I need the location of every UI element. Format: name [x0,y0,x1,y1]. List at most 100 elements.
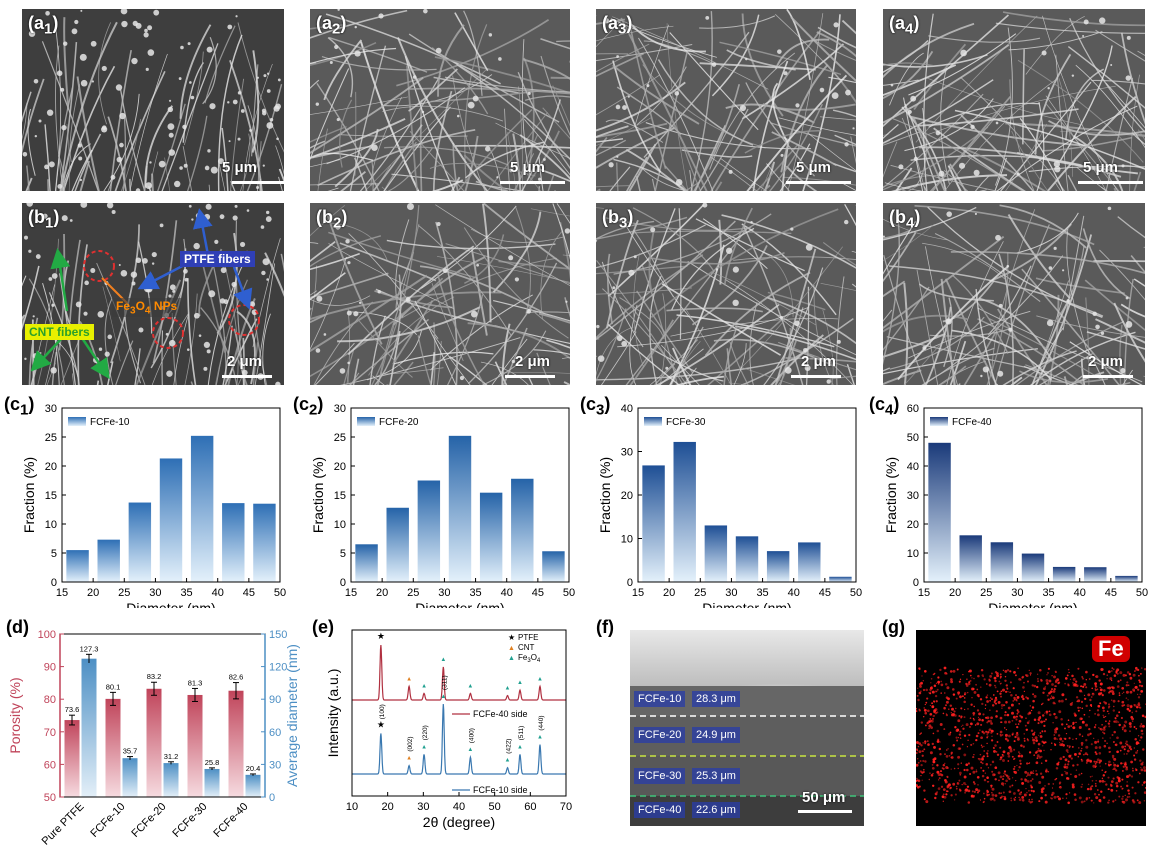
panel-label-f: (f) [596,617,614,637]
hist-bar [542,551,565,582]
scale-bar-a4 [1078,181,1143,184]
legend-swatch [930,417,948,426]
scale-bar-b4 [1083,375,1133,378]
hist-bar [1084,567,1107,582]
peak-marker: ▲ [406,676,412,682]
peak-marker: ▲ [440,657,446,663]
hist-bar [253,503,276,582]
x-tick-label: 20 [382,801,394,813]
legend-cnt-marker: ▲ [508,645,515,652]
panel-label-a1: (a1) [28,13,59,38]
y-tick-label: 15 [45,490,57,502]
scale-bar-b1 [222,375,272,378]
layer-name-fcfe-40: FCFe-40 [634,802,686,818]
x-axis-label: 2θ (degree) [423,814,495,830]
y-tick-label: 20 [907,519,919,531]
y-tick-label: 30 [334,403,346,415]
layer-name-fcfe-10: FCFe-10 [634,691,686,707]
right-y-tick-label: 90 [269,694,281,706]
x-axis-label: Diameter (nm) [126,600,215,608]
panel-label-c2: (c2) [293,394,324,419]
panel-label-e: (e) [312,617,334,637]
x-tick-label: 50 [850,587,862,599]
left-y-tick-label: 50 [44,792,56,804]
y-axis-label: Fraction (%) [597,457,613,533]
hist-bar [128,502,152,582]
right-y-tick-label: 0 [269,792,275,804]
x-axis-label: Diameter (nm) [415,600,504,608]
y-axis-label: Fraction (%) [21,457,37,533]
x-tick-label: 50 [563,587,575,599]
x-tick-label: 35 [469,587,481,599]
fe3o4-nps-label: Fe3O4 NPs [112,298,182,318]
scale-text-b1: 2 μm [227,353,263,370]
y-tick-label: 0 [51,577,57,589]
xrd-trace [352,644,566,701]
hist-bar [448,435,472,582]
peak-marker: ▲ [517,744,523,750]
x-tick-label: 35 [180,587,192,599]
sem-a2: (a2) 5 μm [310,9,570,191]
y-axis-label: Fraction (%) [310,457,326,533]
x-tick-label: 20 [87,587,99,599]
hist-bar [190,435,214,582]
y-tick-label: 30 [907,490,919,502]
y-tick-label: 0 [340,577,346,589]
legend-label: FCFe-30 [666,417,706,428]
x-tick-label: 30 [438,587,450,599]
panel-label-b3: (b3) [602,207,634,232]
xrd-trace [352,703,566,775]
category-label: FCFe-20 [129,801,168,840]
right-y-tick-label: 120 [269,662,287,674]
peak-marker: ▲ [537,735,543,741]
scale-text-f: 50 μm [802,789,846,806]
x-tick-label: 20 [663,587,675,599]
x-tick-label: 10 [346,801,358,813]
histogram-fcfe-40: 15 20 25 30 35 40 45 50 0 10 20 30 40 50 60 Diameter (n… [883,403,1148,608]
layer-thickness-fcfe-20: 24.9 μm [692,727,740,743]
right-y-tick-label: 30 [269,759,281,771]
peak-marker: ▲ [421,744,427,750]
y-tick-label: 20 [621,490,633,502]
hist-bar [735,536,759,582]
layer-thickness-fcfe-30: 25.3 μm [692,768,740,784]
y-tick-label: 0 [627,577,633,589]
x-tick-label: 25 [980,587,992,599]
panel-label-d: (d) [6,617,29,637]
x-tick-label: 60 [524,801,536,813]
category-label: FCFe-40 [211,801,250,840]
right-y-tick-label: 60 [269,727,281,739]
x-tick-label: 30 [725,587,737,599]
panel-label-a2: (a2) [316,13,347,38]
peak-marker: ★ [377,719,385,729]
porosity-bar [146,688,162,797]
peak-marker: ▲ [505,686,511,692]
scale-bar-a3 [786,181,851,184]
hist-bar [673,441,696,582]
hkl-label: (422) [506,739,513,754]
scale-text-a4: 5 μm [1083,159,1119,176]
x-tick-label: 25 [407,587,419,599]
hkl-label: (220) [422,725,429,740]
x-tick-label: 45 [532,587,544,599]
y-tick-label: 60 [907,403,919,415]
hist-bar [511,478,534,582]
scale-bar-b3 [791,375,841,378]
scale-text-a3: 5 μm [796,159,832,176]
y-tick-label: 50 [907,432,919,444]
legend-swatch [357,417,375,426]
x-tick-label: 50 [1136,587,1148,599]
porosity-value-label: 82.6 [229,673,244,682]
x-tick-label: 40 [501,587,513,599]
x-tick-label: 70 [560,801,572,813]
porosity-value-label: 80.1 [106,682,121,691]
scale-text-b4: 2 μm [1088,353,1124,370]
y-tick-label: 15 [334,490,346,502]
panel-label-b2: (b2) [316,207,348,232]
cnt-fibers-label: CNT fibers [25,324,94,340]
y-axis-label: Fraction (%) [883,457,899,533]
panel-label-a3: (a3) [602,13,633,38]
hist-bar [1115,575,1138,582]
